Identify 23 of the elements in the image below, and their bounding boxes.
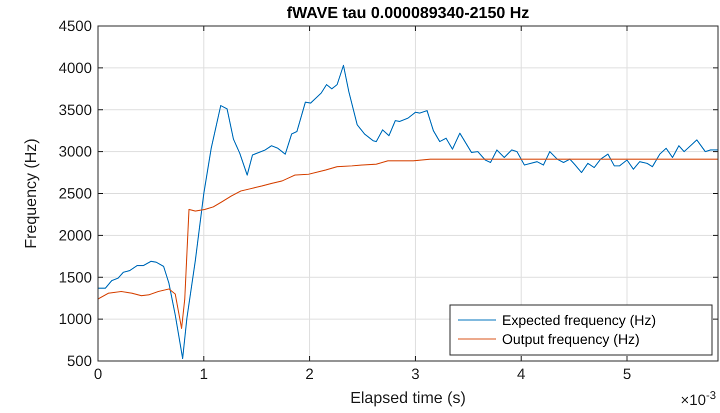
y-tick-label: 3000 (58, 144, 92, 161)
legend-label: Output frequency (Hz) (502, 331, 640, 347)
x-tick-label: 0 (94, 366, 102, 383)
line-series (97, 158, 719, 329)
x-tick-label: 4 (517, 366, 526, 383)
x-axis-title: Elapsed time (s) (350, 390, 466, 407)
x-tick-label: 1 (200, 366, 208, 383)
y-tick-label: 1000 (58, 311, 92, 328)
x-tick-label: 5 (622, 366, 632, 383)
chart-title: fWAVE tau 0.000089340-2150 Hz (286, 5, 530, 22)
y-tick-label: 2000 (58, 227, 92, 244)
x-tick-label: 3 (411, 366, 420, 383)
line-series (97, 64, 719, 360)
y-tick-label: 4500 (58, 18, 92, 35)
y-tick-label: 500 (66, 353, 92, 370)
y-tick-label: 4000 (58, 60, 92, 77)
text: ×10$^{-3}$ (680, 390, 716, 409)
y-tick-label: 3500 (58, 102, 92, 119)
legend-label: Expected frequency (Hz) (502, 312, 656, 328)
y-tick-label: 1500 (58, 269, 92, 286)
y-axis-title: Frequency (Hz) (23, 138, 40, 249)
x-tick-label: 2 (305, 366, 314, 383)
y-tick-label: 2500 (58, 186, 92, 202)
